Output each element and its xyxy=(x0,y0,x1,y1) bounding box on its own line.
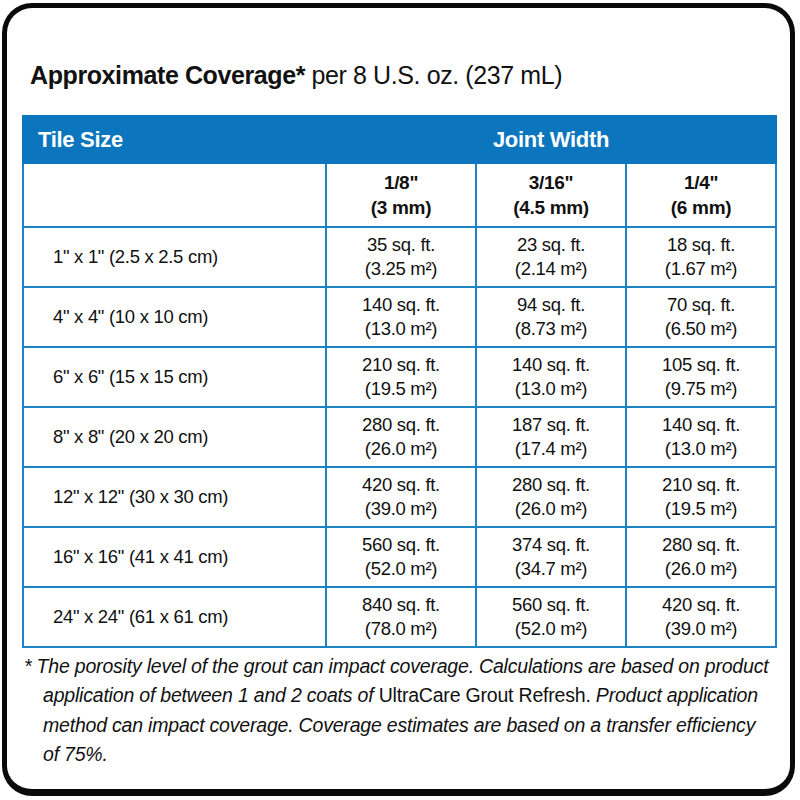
coverage-sqft: 560 sq. ft. xyxy=(327,533,475,557)
coverage-sqft: 280 sq. ft. xyxy=(627,533,775,557)
coverage-m2: (52.0 m²) xyxy=(477,617,625,641)
coverage-cell: 280 sq. ft. (26.0 m²) xyxy=(476,467,626,527)
page-title: Approximate Coverage* per 8 U.S. oz. (23… xyxy=(30,61,562,90)
joint-width-inch: 1/8" xyxy=(327,170,475,195)
joint-width-inch: 1/4" xyxy=(627,170,775,195)
tile-size-cell: 24" x 24" (61 x 61 cm) xyxy=(23,587,326,647)
table-row: 8" x 8" (20 x 20 cm) 280 sq. ft. (26.0 m… xyxy=(23,407,776,467)
coverage-sqft: 420 sq. ft. xyxy=(327,473,475,497)
title-regular-text: per 8 U.S. oz. (237 mL) xyxy=(305,61,562,89)
coverage-cell: 840 sq. ft. (78.0 m²) xyxy=(326,587,476,647)
coverage-sqft: 210 sq. ft. xyxy=(627,473,775,497)
table-row: 4" x 4" (10 x 10 cm) 140 sq. ft. (13.0 m… xyxy=(23,287,776,347)
coverage-m2: (52.0 m²) xyxy=(327,557,475,581)
coverage-cell: 140 sq. ft. (13.0 m²) xyxy=(476,347,626,407)
subheader-col-3-16: 3/16" (4.5 mm) xyxy=(476,163,626,227)
coverage-cell: 23 sq. ft. (2.14 m²) xyxy=(476,227,626,287)
coverage-sqft: 420 sq. ft. xyxy=(627,593,775,617)
table-row: 24" x 24" (61 x 61 cm) 840 sq. ft. (78.0… xyxy=(23,587,776,647)
joint-width-mm: (4.5 mm) xyxy=(477,195,625,220)
coverage-cell: 70 sq. ft. (6.50 m²) xyxy=(626,287,776,347)
footnote: * The porosity level of the grout can im… xyxy=(24,652,776,769)
tile-size-cell: 12" x 12" (30 x 30 cm) xyxy=(23,467,326,527)
coverage-m2: (1.67 m²) xyxy=(627,257,775,281)
coverage-m2: (9.75 m²) xyxy=(627,377,775,401)
coverage-cell: 210 sq. ft. (19.5 m²) xyxy=(626,467,776,527)
coverage-sqft: 560 sq. ft. xyxy=(477,593,625,617)
header-row: Tile Size Joint Width xyxy=(23,116,776,163)
coverage-sqft: 280 sq. ft. xyxy=(327,413,475,437)
coverage-cell: 140 sq. ft. (13.0 m²) xyxy=(326,287,476,347)
coverage-cell: 94 sq. ft. (8.73 m²) xyxy=(476,287,626,347)
coverage-sqft: 140 sq. ft. xyxy=(477,353,625,377)
coverage-m2: (19.5 m²) xyxy=(327,377,475,401)
joint-width-mm: (6 mm) xyxy=(627,195,775,220)
coverage-cell: 105 sq. ft. (9.75 m²) xyxy=(626,347,776,407)
coverage-sqft: 23 sq. ft. xyxy=(477,233,625,257)
coverage-sqft: 105 sq. ft. xyxy=(627,353,775,377)
coverage-cell: 374 sq. ft. (34.7 m²) xyxy=(476,527,626,587)
coverage-m2: (2.14 m²) xyxy=(477,257,625,281)
coverage-sqft: 35 sq. ft. xyxy=(327,233,475,257)
coverage-m2: (26.0 m²) xyxy=(627,557,775,581)
tile-size-cell: 8" x 8" (20 x 20 cm) xyxy=(23,407,326,467)
joint-width-inch: 3/16" xyxy=(477,170,625,195)
subheader-col-1-4: 1/4" (6 mm) xyxy=(626,163,776,227)
coverage-cell: 140 sq. ft. (13.0 m²) xyxy=(626,407,776,467)
joint-width-mm: (3 mm) xyxy=(327,195,475,220)
tile-size-cell: 4" x 4" (10 x 10 cm) xyxy=(23,287,326,347)
coverage-m2: (8.73 m²) xyxy=(477,317,625,341)
coverage-sqft: 187 sq. ft. xyxy=(477,413,625,437)
coverage-m2: (39.0 m²) xyxy=(327,497,475,521)
coverage-m2: (6.50 m²) xyxy=(627,317,775,341)
coverage-sqft: 210 sq. ft. xyxy=(327,353,475,377)
coverage-cell: 560 sq. ft. (52.0 m²) xyxy=(326,527,476,587)
coverage-table: Tile Size Joint Width 1/8" (3 mm) 3/16" … xyxy=(22,115,777,648)
coverage-sqft: 140 sq. ft. xyxy=(327,293,475,317)
coverage-cell: 280 sq. ft. (26.0 m²) xyxy=(326,407,476,467)
header-joint-width: Joint Width xyxy=(326,116,776,163)
subheader-col-1-8: 1/8" (3 mm) xyxy=(326,163,476,227)
coverage-m2: (13.0 m²) xyxy=(627,437,775,461)
coverage-m2: (39.0 m²) xyxy=(627,617,775,641)
coverage-cell: 35 sq. ft. (3.25 m²) xyxy=(326,227,476,287)
coverage-cell: 280 sq. ft. (26.0 m²) xyxy=(626,527,776,587)
header-tile-size: Tile Size xyxy=(23,116,326,163)
table-row: 16" x 16" (41 x 41 cm) 560 sq. ft. (52.0… xyxy=(23,527,776,587)
coverage-cell: 420 sq. ft. (39.0 m²) xyxy=(326,467,476,527)
coverage-sqft: 94 sq. ft. xyxy=(477,293,625,317)
coverage-sqft: 140 sq. ft. xyxy=(627,413,775,437)
coverage-sqft: 70 sq. ft. xyxy=(627,293,775,317)
title-bold-text: Approximate Coverage* xyxy=(30,61,305,89)
coverage-m2: (26.0 m²) xyxy=(477,497,625,521)
tile-size-cell: 16" x 16" (41 x 41 cm) xyxy=(23,527,326,587)
coverage-m2: (78.0 m²) xyxy=(327,617,475,641)
coverage-sqft: 280 sq. ft. xyxy=(477,473,625,497)
footnote-product-name: UltraCare Grout Refresh. xyxy=(379,684,591,706)
table-row: 1" x 1" (2.5 x 2.5 cm) 35 sq. ft. (3.25 … xyxy=(23,227,776,287)
tile-size-cell: 6" x 6" (15 x 15 cm) xyxy=(23,347,326,407)
coverage-m2: (26.0 m²) xyxy=(327,437,475,461)
coverage-m2: (19.5 m²) xyxy=(627,497,775,521)
table-row: 12" x 12" (30 x 30 cm) 420 sq. ft. (39.0… xyxy=(23,467,776,527)
subheader-row: 1/8" (3 mm) 3/16" (4.5 mm) 1/4" (6 mm) xyxy=(23,163,776,227)
subheader-empty-cell xyxy=(23,163,326,227)
coverage-m2: (34.7 m²) xyxy=(477,557,625,581)
coverage-m2: (13.0 m²) xyxy=(477,377,625,401)
table-row: 6" x 6" (15 x 15 cm) 210 sq. ft. (19.5 m… xyxy=(23,347,776,407)
coverage-m2: (13.0 m²) xyxy=(327,317,475,341)
coverage-m2: (3.25 m²) xyxy=(327,257,475,281)
tile-size-cell: 1" x 1" (2.5 x 2.5 cm) xyxy=(23,227,326,287)
coverage-sqft: 374 sq. ft. xyxy=(477,533,625,557)
coverage-cell: 420 sq. ft. (39.0 m²) xyxy=(626,587,776,647)
coverage-cell: 187 sq. ft. (17.4 m²) xyxy=(476,407,626,467)
coverage-cell: 560 sq. ft. (52.0 m²) xyxy=(476,587,626,647)
coverage-cell: 18 sq. ft. (1.67 m²) xyxy=(626,227,776,287)
coverage-sqft: 18 sq. ft. xyxy=(627,233,775,257)
coverage-m2: (17.4 m²) xyxy=(477,437,625,461)
coverage-sqft: 840 sq. ft. xyxy=(327,593,475,617)
coverage-cell: 210 sq. ft. (19.5 m²) xyxy=(326,347,476,407)
